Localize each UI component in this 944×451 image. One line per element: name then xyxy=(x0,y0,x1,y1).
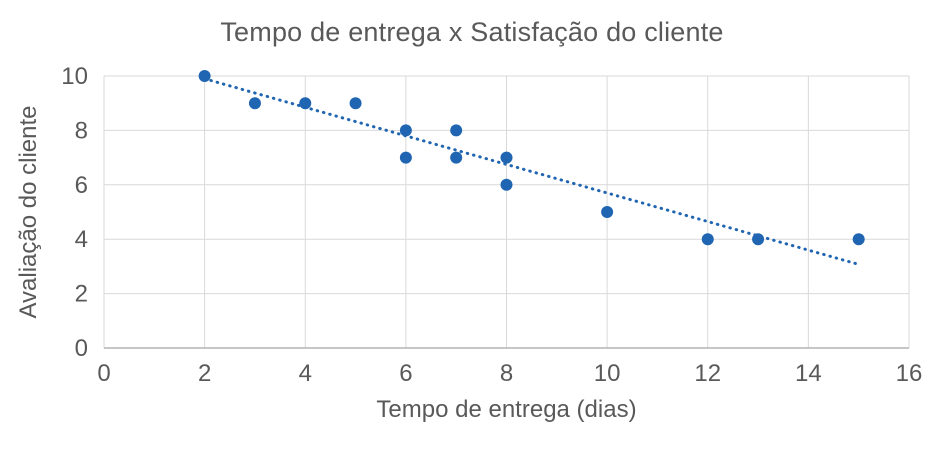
x-tick-label: 6 xyxy=(399,360,412,387)
x-tick-label: 16 xyxy=(896,360,923,387)
data-point xyxy=(701,233,714,246)
y-tick-label: 10 xyxy=(61,63,88,90)
x-tick-label: 12 xyxy=(694,360,721,387)
data-point xyxy=(500,151,513,164)
y-tick-label: 0 xyxy=(75,335,88,362)
data-point xyxy=(450,151,463,164)
x-axis-title: Tempo de entrega (dias) xyxy=(376,396,637,423)
x-tick-label: 4 xyxy=(299,360,312,387)
y-tick-label: 8 xyxy=(75,117,88,144)
data-point xyxy=(248,97,261,110)
x-tick-label: 2 xyxy=(198,360,211,387)
data-point xyxy=(399,124,412,137)
x-tick-label: 0 xyxy=(97,360,110,387)
chart-title: Tempo de entrega x Satisfação do cliente xyxy=(220,17,724,47)
y-tick-label: 4 xyxy=(75,226,88,253)
y-tick-label: 6 xyxy=(75,172,88,199)
data-point xyxy=(349,97,362,110)
y-tick-label: 2 xyxy=(75,281,88,308)
data-point xyxy=(601,206,614,218)
x-tick-label: 10 xyxy=(594,360,621,387)
x-tick-label: 14 xyxy=(795,360,822,387)
data-point xyxy=(852,233,865,246)
trendline xyxy=(203,77,858,266)
data-point xyxy=(399,151,412,164)
x-tick-label: 8 xyxy=(500,360,513,387)
data-point xyxy=(450,124,463,137)
data-point xyxy=(299,97,312,110)
data-point xyxy=(198,70,211,82)
data-point xyxy=(500,178,513,191)
